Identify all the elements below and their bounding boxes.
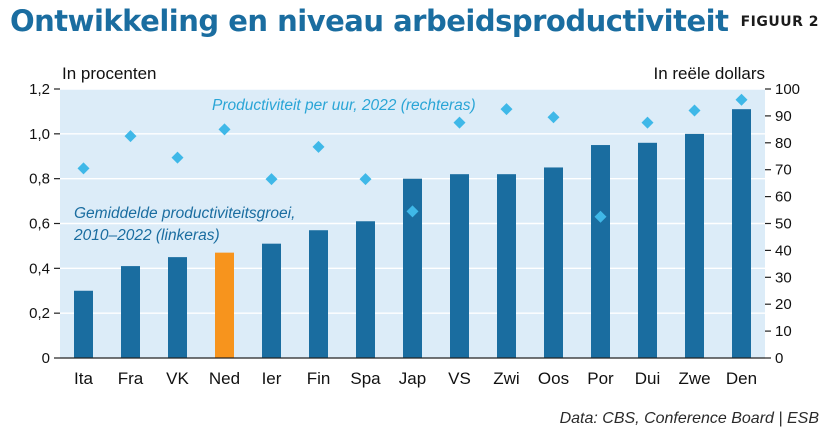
category-label-por: Por [587, 369, 614, 388]
category-label-zwe: Zwe [678, 369, 710, 388]
marker-ned [218, 123, 231, 136]
category-labels: Ita Fra VK Ned Ier Fin Spa Jap VS Zwi Oos Por Dui Zwe… [74, 369, 757, 388]
left-tick-label: 0,6 [29, 216, 50, 233]
bar-series [74, 109, 751, 358]
bar-zwi [497, 174, 516, 358]
right-tick-label: 40 [775, 242, 792, 259]
category-label-spa: Spa [350, 369, 381, 388]
bar-ned [215, 252, 234, 358]
chart-title: Ontwikkeling en niveau arbeidsproductivi… [10, 4, 729, 38]
marker-dui [641, 116, 654, 129]
bar-ita [74, 290, 93, 358]
category-label-dui: Dui [635, 369, 661, 388]
left-axis-unit-label: In procenten [62, 64, 157, 83]
category-label-fin: Fin [307, 369, 331, 388]
marker-oos [547, 111, 560, 124]
bar-vs [450, 174, 469, 358]
category-label-jap: Jap [399, 369, 426, 388]
right-axis-ticks: 0 10 20 30 40 50 60 70 80 90 100 [765, 81, 800, 367]
right-tick-label: 0 [775, 350, 783, 367]
bar-dui [638, 142, 657, 358]
right-tick-label: 30 [775, 269, 792, 286]
bar-den [732, 109, 751, 358]
right-tick-label: 90 [775, 108, 792, 125]
category-label-den: Den [726, 369, 757, 388]
source-note: Data: CBS, Conference Board | ESB [559, 410, 819, 427]
bar-vk [168, 257, 187, 358]
marker-series [77, 93, 748, 223]
right-tick-label: 50 [775, 216, 792, 233]
category-label-ier: Ier [262, 369, 282, 388]
marker-fra [124, 130, 137, 143]
bar-jap [403, 178, 422, 358]
left-tick-label: 0 [42, 350, 50, 367]
right-tick-label: 80 [775, 135, 792, 152]
left-axis-ticks: 0 0,2 0,4 0,6 0,8 1,0 1,2 [29, 81, 60, 367]
category-label-oos: Oos [538, 369, 569, 388]
marker-jap [406, 205, 419, 218]
right-tick-label: 70 [775, 162, 792, 179]
bar-fra [121, 266, 140, 358]
marker-ier [265, 173, 278, 186]
bar-series-label-line-1: Gemiddelde productiviteitsgroei, [74, 205, 295, 222]
marker-zwe [688, 104, 701, 117]
left-tick-label: 0,4 [29, 260, 50, 277]
bar-zwe [685, 133, 704, 358]
figure-label: FIGUUR 2 [740, 14, 819, 30]
right-tick-label: 60 [775, 189, 792, 206]
marker-den [735, 93, 748, 106]
marker-zwi [500, 103, 513, 116]
right-tick-label: 100 [775, 81, 800, 98]
bar-series-label-line-2: 2010–2022 (linkeras) [73, 227, 220, 244]
right-axis-unit-label: In reële dollars [653, 64, 765, 83]
bar-ier [262, 243, 281, 358]
marker-por [594, 210, 607, 223]
left-tick-label: 0,8 [29, 171, 50, 188]
right-tick-label: 10 [775, 323, 792, 340]
bar-oos [544, 167, 563, 358]
marker-ita [77, 162, 90, 175]
category-label-ned: Ned [209, 369, 240, 388]
category-label-vk: VK [166, 369, 189, 388]
left-tick-label: 1,2 [29, 81, 50, 98]
bar-spa [356, 221, 375, 358]
marker-fin [312, 140, 325, 153]
right-tick-label: 20 [775, 296, 792, 313]
category-label-vs: VS [448, 369, 471, 388]
left-tick-label: 0,2 [29, 305, 50, 322]
category-label-fra: Fra [118, 369, 144, 388]
marker-series-label: Productiviteit per uur, 2022 (rechteras) [212, 97, 476, 114]
bar-fin [309, 230, 328, 358]
marker-vk [171, 151, 184, 164]
bar-por [591, 145, 610, 358]
marker-spa [359, 173, 372, 186]
category-label-zwi: Zwi [493, 369, 519, 388]
category-label-ita: Ita [74, 369, 93, 388]
marker-vs [453, 116, 466, 129]
left-tick-label: 1,0 [29, 126, 50, 143]
